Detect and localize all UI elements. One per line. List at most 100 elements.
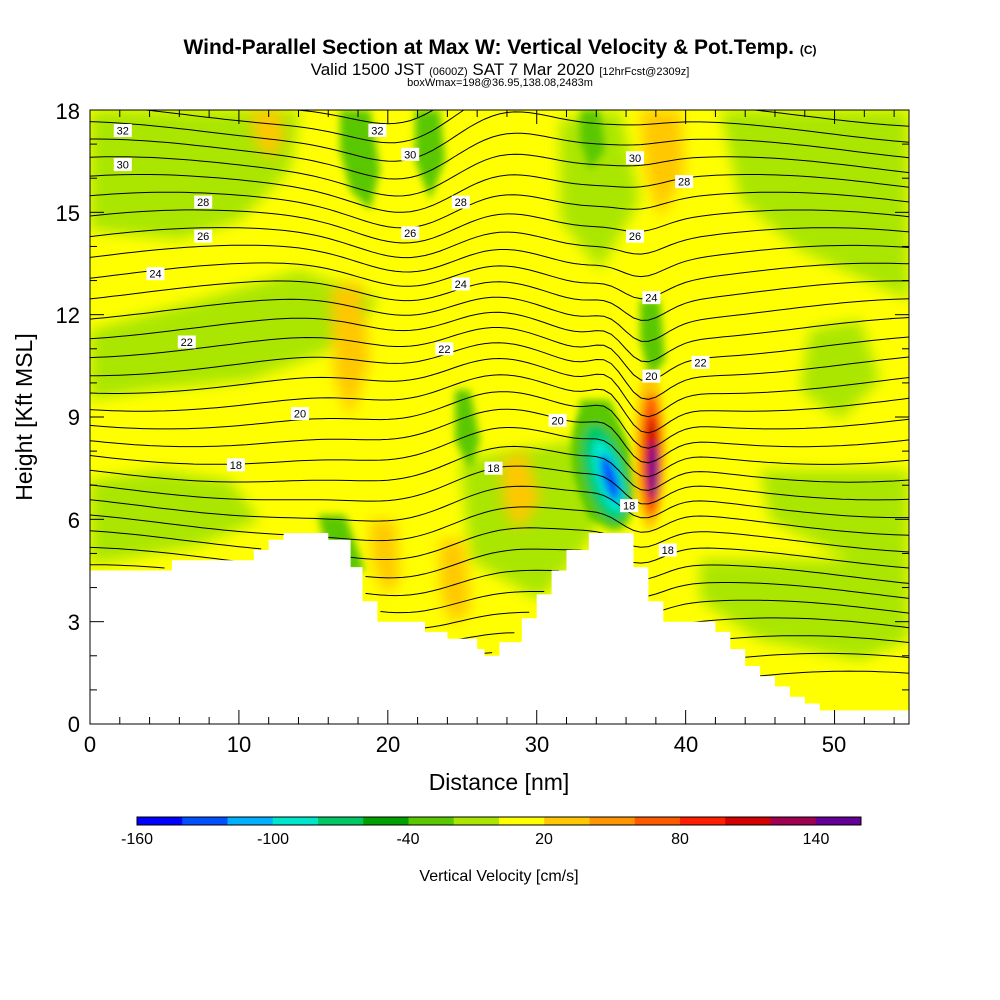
theta-contour-line xyxy=(90,132,909,180)
contour-label: 24 xyxy=(642,291,661,305)
colorbar-tick-label: 80 xyxy=(671,831,689,848)
colorbar-tick-label: -40 xyxy=(396,831,419,848)
valid-date: SAT 7 Mar 2020 xyxy=(472,60,595,79)
colorbar-tick-label: 20 xyxy=(535,831,553,848)
theta-contour-line xyxy=(90,153,909,197)
contour-label: 30 xyxy=(401,147,420,161)
contour-label-box xyxy=(620,499,639,513)
contour-label-box xyxy=(226,458,245,472)
contour-label: 22 xyxy=(435,342,454,356)
colorbar-tick-label: -160 xyxy=(121,831,153,848)
contour-label-box xyxy=(146,267,165,281)
colorbar-tick-label: -100 xyxy=(257,831,289,848)
theta-contour-line xyxy=(90,280,909,321)
field-patch xyxy=(800,320,880,420)
contour-label-text: 24 xyxy=(149,269,161,281)
valid-prefix: Valid 1500 JST xyxy=(310,60,425,79)
terrain-mask xyxy=(90,533,909,724)
theta-contour-line xyxy=(90,209,909,244)
field-patch xyxy=(90,270,380,400)
contour-label-text: 30 xyxy=(629,153,641,165)
colorbar-swatch xyxy=(544,817,590,825)
theta-contour-line xyxy=(90,564,909,597)
colorbar-swatch xyxy=(815,817,862,825)
contour-label-text: 22 xyxy=(181,337,193,349)
theta-contour-line xyxy=(90,445,909,491)
y-axis-label: Height [Kft MSL] xyxy=(11,333,37,500)
contour-label-text: 18 xyxy=(623,501,635,513)
contour-label-box xyxy=(401,226,420,240)
theta-contour-line xyxy=(90,174,909,213)
contour-label: 28 xyxy=(675,175,694,189)
colorbar-swatch xyxy=(634,817,681,825)
x-tick-label: 40 xyxy=(674,732,698,757)
contour-label-box xyxy=(435,342,454,356)
colorbar-label: Vertical Velocity [cm/s] xyxy=(419,868,578,885)
contour-label: 30 xyxy=(113,158,132,172)
colorbar-tick-label: 140 xyxy=(803,831,830,848)
contour-label-text: 20 xyxy=(551,415,563,427)
contour-label-text: 28 xyxy=(197,197,209,209)
theta-contour-line xyxy=(90,311,909,363)
theta-contour-line xyxy=(90,426,909,478)
contour-label: 20 xyxy=(548,413,567,427)
y-tick-label: 9 xyxy=(68,405,80,430)
theta-contour-line xyxy=(90,506,909,542)
theta-contours xyxy=(90,110,909,677)
y-tick-label: 0 xyxy=(68,712,80,737)
x-axis-label: Distance [nm] xyxy=(429,769,570,795)
chart-title: Wind-Parallel Section at Max W: Vertical… xyxy=(0,36,1000,60)
field-patch xyxy=(90,470,260,565)
contour-label-box xyxy=(691,355,710,369)
utc-time: (0600Z) xyxy=(429,66,468,78)
contour-label-box xyxy=(484,461,503,475)
contour-label-text: 22 xyxy=(694,357,706,369)
field-patch xyxy=(370,520,400,595)
y-tick-label: 3 xyxy=(68,610,80,635)
contour-label-box xyxy=(642,369,661,383)
colorbar-frame xyxy=(136,816,862,826)
contour-label-text: 26 xyxy=(629,231,641,243)
theta-contour-line xyxy=(90,111,909,162)
contour-label-text: 18 xyxy=(487,463,499,475)
y-tick-label: 15 xyxy=(56,201,80,226)
field-patch xyxy=(415,110,445,200)
colorbar-swatch xyxy=(182,817,228,825)
contour-label: 22 xyxy=(691,355,710,369)
theta-contour-line xyxy=(90,546,909,579)
theta-contour-line xyxy=(90,296,909,342)
contour-label-box xyxy=(642,291,661,305)
colorbar-swatch xyxy=(363,817,409,825)
contour-label-text: 22 xyxy=(438,344,450,356)
contour-label: 32 xyxy=(113,124,132,138)
contour-label-text: 18 xyxy=(230,460,242,472)
contour-label-box xyxy=(626,229,644,243)
contour-label-box xyxy=(401,147,420,161)
contour-label-text: 28 xyxy=(455,197,467,209)
axis-ticks xyxy=(89,109,909,725)
theta-contour-line xyxy=(90,244,909,278)
contour-label: 18 xyxy=(226,458,245,472)
colorbar-swatch xyxy=(725,817,771,825)
contour-label: 20 xyxy=(642,369,661,383)
contour-label-box xyxy=(368,124,387,137)
contour-label-text: 20 xyxy=(645,371,657,383)
contour-label: 18 xyxy=(484,461,503,475)
field-patch xyxy=(700,560,909,660)
contour-label: 18 xyxy=(658,543,677,557)
theta-contour-line xyxy=(90,327,909,382)
contour-label: 26 xyxy=(401,226,420,240)
contour-label-box xyxy=(626,151,644,165)
theta-contour-line xyxy=(90,227,909,259)
contour-label: 32 xyxy=(368,124,387,138)
contour-label-box xyxy=(113,158,132,172)
theta-contour-line xyxy=(90,527,909,560)
contour-label-box xyxy=(451,277,470,291)
colorbar-tick-labels: -160 -100 -40 20 80 140 xyxy=(121,831,829,848)
contour-label-box xyxy=(177,335,196,349)
theta-contour-line xyxy=(380,582,909,614)
contour-label-box xyxy=(675,175,694,189)
y-tick-label: 12 xyxy=(56,303,80,328)
theta-contour-line xyxy=(90,485,909,522)
